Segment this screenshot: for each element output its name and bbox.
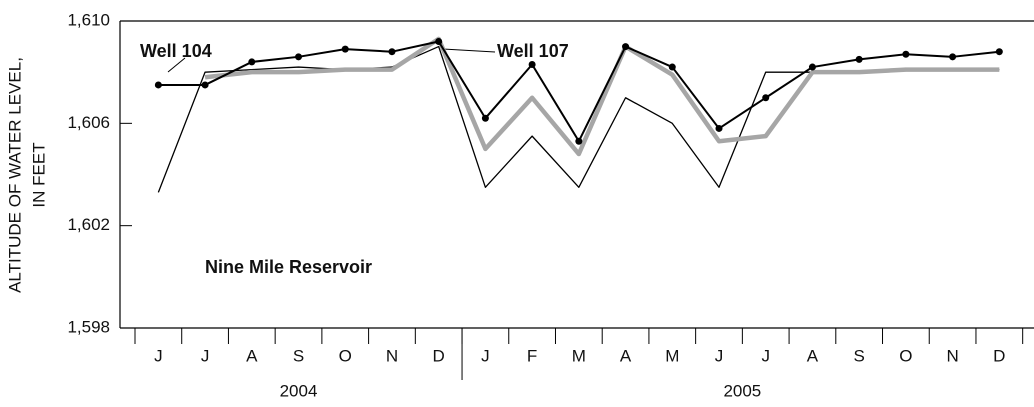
series-marker bbox=[622, 43, 630, 51]
leader-line bbox=[442, 48, 496, 53]
x-tick-label: J bbox=[761, 346, 770, 365]
series-label: Well 107 bbox=[497, 41, 569, 61]
y-tick-label: 1,602 bbox=[67, 215, 110, 234]
x-tick-label: J bbox=[154, 346, 163, 365]
series-marker bbox=[995, 48, 1003, 56]
series-marker bbox=[575, 137, 583, 145]
x-tick-label: D bbox=[993, 346, 1005, 365]
x-tick-label: A bbox=[807, 346, 819, 365]
series-marker bbox=[902, 50, 910, 58]
series-marker bbox=[855, 55, 863, 63]
series-marker bbox=[295, 53, 303, 61]
x-tick-label: J bbox=[715, 346, 724, 365]
x-tick-label: F bbox=[527, 346, 537, 365]
x-tick-label: N bbox=[946, 346, 958, 365]
x-tick-label: O bbox=[339, 346, 352, 365]
x-tick-label: N bbox=[386, 346, 398, 365]
series-marker bbox=[668, 63, 676, 71]
y-axis-label: IN FEET bbox=[29, 142, 48, 207]
x-tick-label: D bbox=[433, 346, 445, 365]
x-tick-label: M bbox=[665, 346, 679, 365]
year-label: 2005 bbox=[723, 381, 761, 400]
series-marker bbox=[762, 94, 770, 102]
x-tick-label: A bbox=[620, 346, 632, 365]
year-label: 2004 bbox=[280, 381, 318, 400]
series-marker bbox=[481, 114, 489, 122]
series-marker bbox=[715, 124, 723, 132]
y-tick-label: 1,598 bbox=[67, 317, 110, 336]
series-marker bbox=[528, 60, 536, 68]
series-marker bbox=[388, 48, 396, 56]
series-marker bbox=[341, 45, 349, 53]
x-tick-label: A bbox=[246, 346, 258, 365]
series-marker bbox=[808, 63, 816, 71]
x-tick-label: J bbox=[201, 346, 210, 365]
series-marker bbox=[435, 37, 443, 45]
series-marker bbox=[201, 81, 209, 89]
series-marker bbox=[154, 81, 162, 89]
series-line bbox=[204, 36, 1000, 157]
x-tick-label: S bbox=[853, 346, 864, 365]
series-marker bbox=[949, 53, 957, 61]
x-tick-label: S bbox=[293, 346, 304, 365]
leader-line bbox=[167, 57, 186, 73]
series-marker bbox=[248, 58, 256, 66]
series-label: Nine Mile Reservoir bbox=[205, 257, 372, 277]
x-tick-label: J bbox=[481, 346, 490, 365]
x-tick-label: M bbox=[572, 346, 586, 365]
y-tick-label: 1,610 bbox=[67, 10, 110, 29]
series-line bbox=[157, 45, 1000, 193]
y-axis-label: ALTITUDE OF WATER LEVEL, bbox=[5, 57, 24, 293]
x-tick-label: O bbox=[899, 346, 912, 365]
y-tick-label: 1,606 bbox=[67, 113, 110, 132]
series-line bbox=[158, 40, 1000, 143]
series-label: Well 104 bbox=[140, 41, 212, 61]
